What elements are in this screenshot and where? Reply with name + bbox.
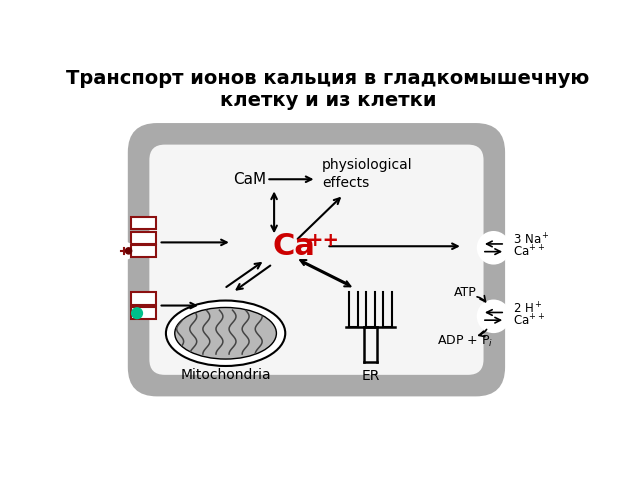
Text: physiological
effects: physiological effects: [322, 157, 412, 190]
Bar: [131, 232, 156, 244]
FancyBboxPatch shape: [128, 123, 505, 396]
Text: Ca$^{++}$: Ca$^{++}$: [513, 313, 545, 329]
Text: ATP: ATP: [454, 286, 476, 299]
Text: Ca$^{++}$: Ca$^{++}$: [513, 244, 545, 259]
Bar: [131, 217, 156, 229]
Bar: [131, 307, 156, 319]
Text: ++: ++: [307, 230, 339, 250]
Text: Ca: Ca: [273, 232, 316, 261]
Bar: [131, 292, 156, 305]
Circle shape: [478, 301, 509, 332]
Text: CaM: CaM: [233, 172, 266, 187]
Text: 2 H$^+$: 2 H$^+$: [513, 301, 543, 316]
FancyBboxPatch shape: [149, 144, 484, 375]
Circle shape: [115, 242, 132, 259]
Ellipse shape: [175, 308, 276, 359]
Text: ER: ER: [361, 369, 380, 383]
Text: Транспорт ионов кальция в гладкомышечную
клетку и из клетки: Транспорт ионов кальция в гладкомышечную…: [67, 70, 589, 110]
Text: ADP + P$_i$: ADP + P$_i$: [437, 334, 493, 348]
Circle shape: [132, 308, 143, 319]
Circle shape: [125, 248, 132, 254]
Text: Mitochondria: Mitochondria: [180, 368, 271, 382]
Text: 3 Na$^+$: 3 Na$^+$: [513, 232, 550, 248]
Ellipse shape: [166, 300, 285, 366]
Circle shape: [478, 232, 509, 263]
Bar: [131, 245, 156, 257]
